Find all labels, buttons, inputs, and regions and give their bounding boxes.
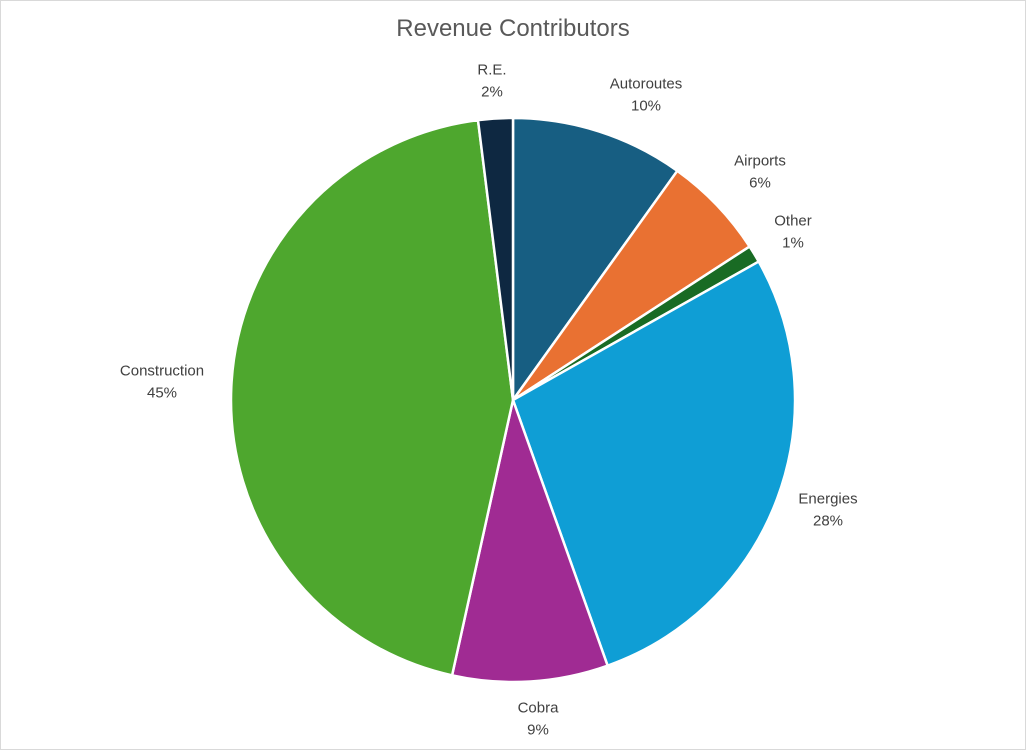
slice-value-cobra: 9%	[527, 722, 549, 739]
slice-label-airports: Airports	[734, 153, 786, 170]
pie-slice-energies	[511, 260, 797, 667]
pie-slice-autoroutes	[511, 116, 679, 402]
slice-label-r-e: R.E.	[477, 62, 506, 79]
pie-slices	[229, 116, 797, 684]
slice-label-energies: Energies	[798, 491, 857, 508]
chart-title: Revenue Contributors	[396, 15, 630, 42]
slice-label-other: Other	[774, 213, 812, 230]
slice-value-other: 1%	[782, 235, 804, 252]
slice-label-autoroutes: Autoroutes	[610, 76, 683, 93]
pie-slice-r-e	[476, 116, 515, 402]
slice-label-construction: Construction	[120, 363, 204, 380]
pie-labels: Autoroutes 10% Airports 6% Other 1% Energies 28…	[120, 62, 858, 739]
slice-value-r-e: 2%	[481, 84, 503, 101]
pie-slice-cobra	[450, 398, 609, 684]
slice-value-airports: 6%	[749, 175, 771, 192]
slice-value-energies: 28%	[813, 513, 843, 530]
slice-value-autoroutes: 10%	[631, 98, 661, 115]
pie-slice-construction	[229, 118, 515, 677]
slice-label-cobra: Cobra	[518, 700, 560, 717]
slice-value-construction: 45%	[147, 385, 177, 402]
